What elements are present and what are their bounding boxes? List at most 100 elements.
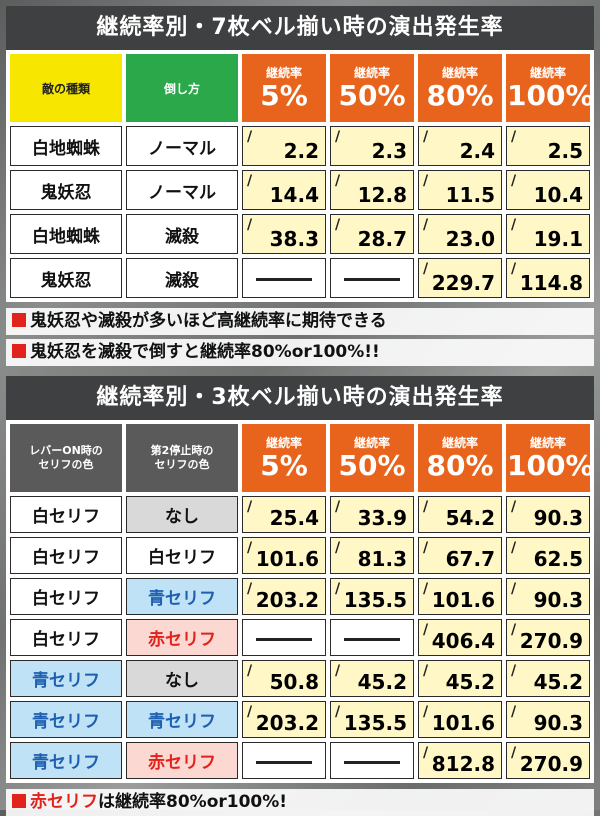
table-row: 白地蜘蛛 ノーマル / 2.2 / 2.3 / 2.4 / 2.5 bbox=[10, 126, 590, 166]
probability-value: 38.3 bbox=[269, 227, 319, 251]
rate-5-value bbox=[242, 742, 326, 779]
probability-value: 2.3 bbox=[371, 139, 407, 163]
probability-value: 135.5 bbox=[343, 711, 407, 735]
table1: 敵の種類 倒し方 継続率 5% 継続率 50% 継続率 80% 継続率 100% 白地蜘… bbox=[6, 50, 594, 302]
rate-100-value: /114.8 bbox=[506, 258, 590, 298]
rate-5-value: /101.6 bbox=[242, 537, 326, 574]
table1-note-1: 鬼妖忍や滅殺が多いほど高継続率に期待できる bbox=[6, 308, 594, 335]
fraction-slash: / bbox=[247, 581, 253, 597]
second-stop-serif-color: 赤セリフ bbox=[126, 742, 238, 779]
rate-5-value: /203.2 bbox=[242, 701, 326, 738]
table1-header-row: 敵の種類 倒し方 継続率 5% 継続率 50% 継続率 80% 継続率 100% bbox=[10, 54, 594, 122]
probability-value: 90.3 bbox=[533, 588, 583, 612]
probability-value: 14.4 bbox=[269, 183, 319, 207]
dash-mark bbox=[344, 760, 400, 764]
fraction-slash: / bbox=[423, 622, 429, 638]
table1-col-rate-50: 継続率 50% bbox=[330, 54, 414, 122]
probability-value: 812.8 bbox=[431, 752, 495, 776]
table-row: 青セリフ なし / 50.8 / 45.2 / 45.2 / 45.2 bbox=[10, 660, 590, 697]
table2-title: 継続率別・3枚ベル揃い時の演出発生率 bbox=[6, 376, 594, 420]
table-row: 白セリフ 赤セリフ/406.4/270.9 bbox=[10, 619, 590, 656]
fraction-slash: / bbox=[335, 499, 341, 515]
table1-col-rate-5: 継続率 5% bbox=[242, 54, 326, 122]
rate-80-value: / 2.4 bbox=[418, 126, 502, 166]
dash-mark bbox=[344, 637, 400, 641]
table-row: 白地蜘蛛 滅殺 / 38.3 / 28.7 / 23.0 / 19.1 bbox=[10, 214, 590, 254]
fraction-slash: / bbox=[423, 217, 429, 233]
rate-50-value bbox=[330, 742, 414, 779]
fraction-slash: / bbox=[511, 540, 517, 556]
probability-value: 101.6 bbox=[255, 547, 319, 571]
probability-value: 90.3 bbox=[533, 506, 583, 530]
fraction-slash: / bbox=[247, 173, 253, 189]
probability-value: 45.2 bbox=[533, 670, 583, 694]
fraction-slash: / bbox=[511, 129, 517, 145]
rate-80-value: /101.6 bbox=[418, 701, 502, 738]
table1-col-rate-100: 継続率 100% bbox=[506, 54, 594, 122]
rate-80-value: / 23.0 bbox=[418, 214, 502, 254]
fraction-slash: / bbox=[335, 129, 341, 145]
lever-serif-color: 白セリフ bbox=[10, 537, 122, 574]
table2-col-rate-50: 継続率 50% bbox=[330, 424, 414, 492]
rate-100-value: / 62.5 bbox=[506, 537, 590, 574]
fraction-slash: / bbox=[423, 663, 429, 679]
fraction-slash: / bbox=[511, 663, 517, 679]
rate-80-value: /229.7 bbox=[418, 258, 502, 298]
probability-value: 19.1 bbox=[533, 227, 583, 251]
enemy-type: 鬼妖忍 bbox=[10, 258, 122, 298]
table2-col-rate-5: 継続率 5% bbox=[242, 424, 326, 492]
probability-value: 25.4 bbox=[269, 506, 319, 530]
fraction-slash: / bbox=[423, 173, 429, 189]
rate-80-value: / 67.7 bbox=[418, 537, 502, 574]
defeat-method: ノーマル bbox=[126, 170, 238, 210]
table-row: 白セリフ 青セリフ/203.2/135.5/101.6/90.3 bbox=[10, 578, 590, 615]
rate-50-value: / 81.3 bbox=[330, 537, 414, 574]
probability-value: 2.4 bbox=[459, 139, 495, 163]
fraction-slash: / bbox=[511, 261, 517, 277]
enemy-type: 鬼妖忍 bbox=[10, 170, 122, 210]
dash-mark bbox=[256, 637, 312, 641]
table-row: 白セリフ なし / 25.4 / 33.9 / 54.2 / 90.3 bbox=[10, 496, 590, 533]
rate-100-value: / 2.5 bbox=[506, 126, 590, 166]
dash-mark bbox=[256, 760, 312, 764]
lever-serif-color: 白セリフ bbox=[10, 496, 122, 533]
probability-value: 54.2 bbox=[445, 506, 495, 530]
table1-col-enemy: 敵の種類 bbox=[10, 54, 122, 122]
probability-value: 33.9 bbox=[357, 506, 407, 530]
defeat-method: 滅殺 bbox=[126, 214, 238, 254]
fraction-slash: / bbox=[247, 129, 253, 145]
lever-serif-color: 青セリフ bbox=[10, 660, 122, 697]
table1-panel: 継続率別・7枚ベル揃い時の演出発生率 敵の種類 倒し方 継続率 5% 継続率 50%… bbox=[6, 6, 594, 366]
second-stop-serif-color: 白セリフ bbox=[126, 537, 238, 574]
probability-value: 62.5 bbox=[533, 547, 583, 571]
rate-50-value: /135.5 bbox=[330, 578, 414, 615]
probability-value: 81.3 bbox=[357, 547, 407, 571]
probability-value: 67.7 bbox=[445, 547, 495, 571]
enemy-type: 白地蜘蛛 bbox=[10, 126, 122, 166]
fraction-slash: / bbox=[423, 540, 429, 556]
lever-serif-color: 白セリフ bbox=[10, 578, 122, 615]
rate-100-value: / 90.3 bbox=[506, 496, 590, 533]
probability-value: 45.2 bbox=[357, 670, 407, 694]
table-row: 鬼妖忍 ノーマル / 14.4 / 12.8 / 11.5 / 10.4 bbox=[10, 170, 590, 210]
fraction-slash: / bbox=[511, 622, 517, 638]
table-row: 青セリフ 赤セリフ/812.8/270.9 bbox=[10, 742, 590, 779]
dash-mark bbox=[256, 278, 312, 281]
fraction-slash: / bbox=[335, 540, 341, 556]
table2-panel: 継続率別・3枚ベル揃い時の演出発生率 レバーON時の セリフの色 第2停止時の … bbox=[6, 376, 594, 816]
rate-50-value: / 33.9 bbox=[330, 496, 414, 533]
second-stop-serif-color: 青セリフ bbox=[126, 701, 238, 738]
probability-value: 28.7 bbox=[357, 227, 407, 251]
rate-80-value: / 11.5 bbox=[418, 170, 502, 210]
rate-50-value: / 12.8 bbox=[330, 170, 414, 210]
rate-50-value: / 2.3 bbox=[330, 126, 414, 166]
rate-5-value: / 2.2 bbox=[242, 126, 326, 166]
fraction-slash: / bbox=[335, 581, 341, 597]
rate-100-value: / 90.3 bbox=[506, 701, 590, 738]
rate-50-value: /135.5 bbox=[330, 701, 414, 738]
table2-col-stop: 第2停止時の セリフの色 bbox=[126, 424, 238, 492]
fraction-slash: / bbox=[247, 540, 253, 556]
fraction-slash: / bbox=[335, 704, 341, 720]
probability-value: 12.8 bbox=[357, 183, 407, 207]
fraction-slash: / bbox=[511, 173, 517, 189]
